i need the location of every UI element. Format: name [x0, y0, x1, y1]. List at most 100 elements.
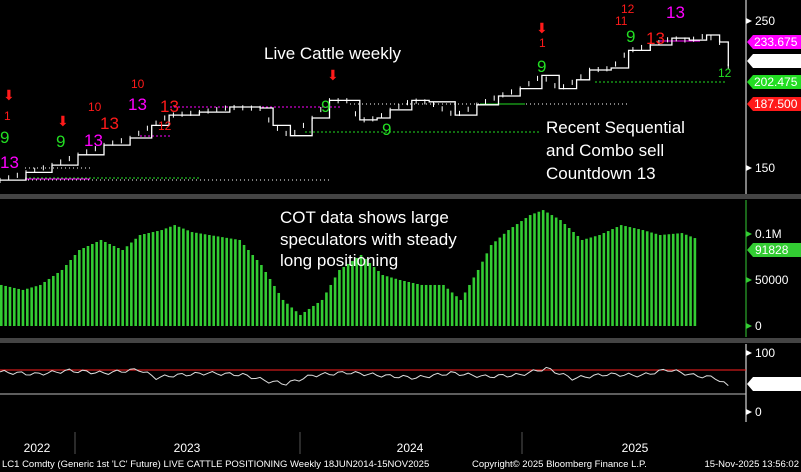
cot-bar [459, 299, 463, 326]
tick-mark [746, 350, 752, 356]
sell-arrow-icon: ⬇ [3, 87, 15, 103]
cot-bar [689, 236, 692, 326]
cot-bar [91, 243, 94, 326]
cot-bar [134, 238, 137, 326]
cot-bar [598, 235, 601, 326]
tick-mark [746, 277, 752, 283]
cot-bar [203, 234, 207, 326]
cot-bar [286, 303, 289, 326]
cot-bar [485, 253, 489, 326]
copyright: Copyright© 2025 Bloomberg Finance L.P. [472, 459, 647, 470]
cot-bar [251, 254, 255, 326]
cot-bar [307, 308, 311, 326]
annotation-cot: COT data shows large [280, 208, 449, 227]
panel-divider[interactable] [0, 194, 801, 199]
cot-bar [398, 280, 402, 326]
panel-divider[interactable] [0, 338, 801, 343]
td-label: 10 [131, 77, 145, 91]
td-label: 1 [539, 36, 546, 50]
cot-bar [117, 248, 120, 326]
cot-bar [294, 311, 298, 326]
cot-bar [359, 254, 363, 326]
cot-bar [351, 260, 354, 326]
cot-bar [658, 235, 662, 326]
cot-bar [8, 286, 12, 326]
cot-bar [407, 281, 411, 326]
x-tick-2022: 2022 [24, 441, 51, 455]
cot-bar [429, 284, 432, 326]
cot-bar [684, 234, 688, 326]
cot-bar [524, 218, 528, 326]
td-label: 11 [615, 14, 628, 28]
cot-bar [585, 238, 588, 326]
cot-bar [567, 228, 571, 326]
cot-bar [411, 282, 415, 326]
cot-bar [502, 233, 506, 326]
cot-bar [95, 241, 98, 326]
cot-bar [520, 221, 523, 326]
cot-bar [225, 237, 229, 326]
cot-bar [554, 217, 558, 326]
td-label: 1 [4, 109, 11, 123]
cot-bar [69, 259, 72, 326]
cot-bar [177, 226, 181, 326]
cot-bar [290, 307, 294, 326]
cot-bar [130, 242, 133, 326]
cot-bar [342, 266, 346, 326]
cot-bar [65, 264, 68, 326]
cot-bar [433, 284, 437, 326]
cot-bar [312, 305, 315, 326]
cot-bar [229, 238, 233, 326]
cot-bar [589, 237, 593, 326]
cot-last-flag [747, 243, 801, 257]
cot-bar [112, 245, 116, 326]
chart-title: LC1 Comdty (Generic 1st 'LC' Future) LIV… [2, 459, 429, 470]
cot-bar [580, 239, 584, 326]
cot-bar [39, 284, 42, 326]
cot-bar [303, 311, 307, 326]
sell-arrow-icon: ⬇ [536, 20, 548, 36]
cot-bar [186, 230, 190, 326]
cot-bar [355, 257, 359, 326]
cot-bar [606, 231, 610, 326]
y-tick-label: 0.1M [755, 227, 782, 241]
cot-bar [377, 271, 380, 326]
tick-mark [746, 18, 752, 24]
cot-bar [654, 233, 658, 326]
tick-mark [746, 323, 752, 329]
cot-bar [424, 284, 428, 326]
cot-bar [602, 233, 606, 326]
x-tick-2024: 2024 [397, 441, 424, 455]
cot-bar [394, 278, 398, 326]
td-label: 10 [88, 100, 102, 114]
cot-bar [273, 285, 276, 326]
cot-bar [385, 276, 389, 326]
cot-bar [693, 238, 697, 326]
cot-bar [628, 227, 632, 326]
cot-bar [446, 288, 450, 326]
cot-bar [442, 284, 445, 326]
cot-bar [4, 285, 7, 326]
cot-bar [299, 314, 302, 326]
cot-bar [242, 244, 246, 326]
cot-bar [281, 299, 285, 326]
td-label: 13 [160, 97, 179, 116]
cot-bar [671, 233, 675, 326]
cot-bar [637, 229, 640, 326]
cot-bar [619, 225, 623, 326]
cot-bar [264, 271, 268, 326]
x-tick-2023: 2023 [174, 441, 201, 455]
tick-mark [746, 165, 752, 171]
cot-bar [663, 234, 666, 326]
cot-bar [650, 232, 653, 326]
cot-bar [450, 292, 454, 326]
cot-bar [576, 235, 580, 326]
cot-bar [489, 245, 493, 326]
rsi-last-label: 43.8554 [754, 377, 798, 391]
cot-bar [533, 213, 536, 326]
cot-bar [47, 278, 51, 326]
y-tick-label: 100 [755, 346, 775, 360]
cot-bar [420, 284, 424, 326]
cot-bar [138, 235, 142, 326]
